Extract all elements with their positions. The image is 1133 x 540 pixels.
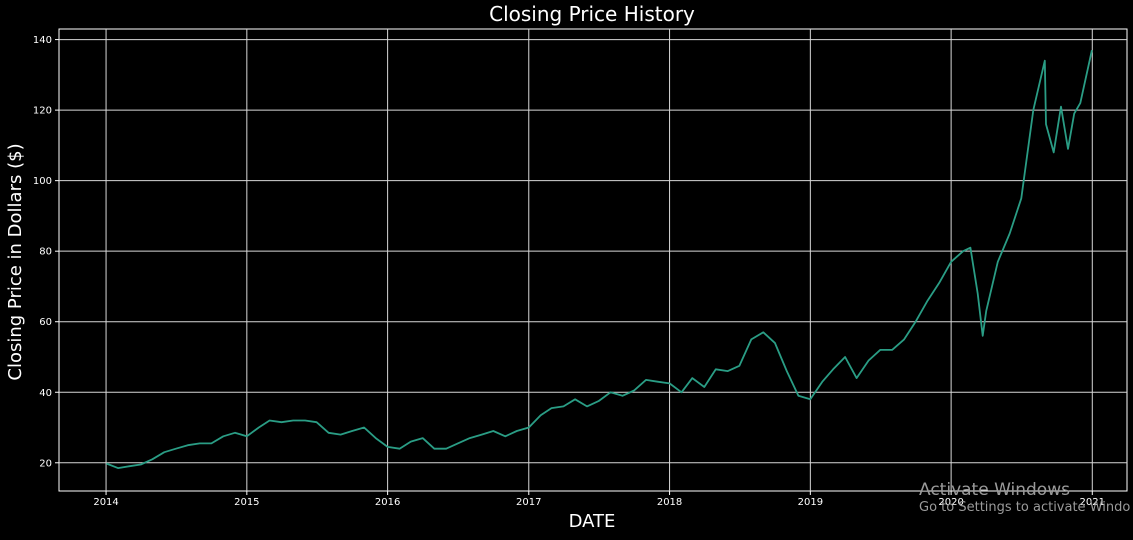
y-tick-label: 80 [39,247,52,258]
y-tick-label: 140 [33,35,52,46]
watermark-subtitle: Go to Settings to activate Windo [919,500,1131,515]
plot-area [106,50,1093,470]
y-tick-label: 20 [39,458,52,469]
chart-grid [55,28,1128,495]
x-tick-label: 2018 [657,497,682,508]
x-tick-label: 2016 [375,497,400,508]
y-tick-label: 60 [39,317,52,328]
plot-frame [58,28,1128,492]
y-tick-label: 40 [39,388,52,399]
x-tick-label: 2021 [1080,497,1105,508]
x-tick-label: 2020 [938,497,963,508]
y-tick-label: 100 [33,176,52,187]
chart-title: Closing Price History [489,2,695,26]
activate-windows-watermark: Activate Windows Go to Settings to activ… [919,480,1130,516]
x-tick-label: 2014 [93,497,118,508]
y-axis-title: Closing Price in Dollars ($) [5,143,26,380]
x-axis-title: DATE [569,511,616,532]
y-tick-label: 120 [33,106,52,117]
x-tick-label: 2015 [234,497,259,508]
watermark-title: Activate Windows [919,480,1070,500]
tick-labels: 2014 2015 2016 2017 2018 2019 2020 2021 20 40 60 80… [33,35,1105,508]
x-tick-label: 2017 [516,497,541,508]
series-line-0 [106,50,1093,470]
x-tick-label: 2019 [798,497,823,508]
